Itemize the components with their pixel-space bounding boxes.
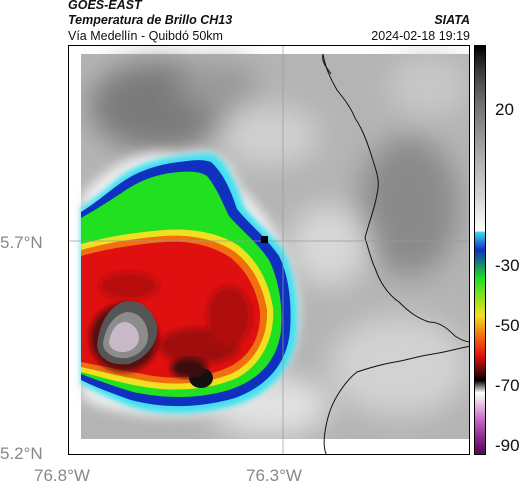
admin-borders <box>322 53 469 454</box>
satellite-map <box>68 45 470 455</box>
location-marker <box>261 236 268 243</box>
temperature-colorbar <box>474 45 486 455</box>
colorbar-tick-label: 20 <box>495 100 514 119</box>
timestamp-label: 2024-02-18 19:19 <box>371 29 470 43</box>
y-tick-label: 5.2°N <box>0 444 43 463</box>
y-tick-label: 5.7°N <box>0 233 43 252</box>
satellite-title: GOES-EAST <box>68 0 142 12</box>
lat-lon-grid <box>69 46 469 454</box>
cold-tops <box>90 300 213 388</box>
colorbar-tick-label: -30 <box>495 256 520 275</box>
colorbar-tick-label: -70 <box>495 376 520 395</box>
source-label: SIATA <box>434 13 470 27</box>
x-tick-label: 76.8°W <box>34 466 90 485</box>
colorbar-tick-label: -90 <box>495 436 520 455</box>
x-tick-label: 76.3°W <box>246 466 302 485</box>
region-subtitle: Vía Medellín - Quibdó 50km <box>68 29 223 43</box>
colorbar-tick-label: -50 <box>495 316 520 335</box>
convective-storm <box>81 153 298 414</box>
product-title: Temperatura de Brillo CH13 <box>68 13 233 27</box>
